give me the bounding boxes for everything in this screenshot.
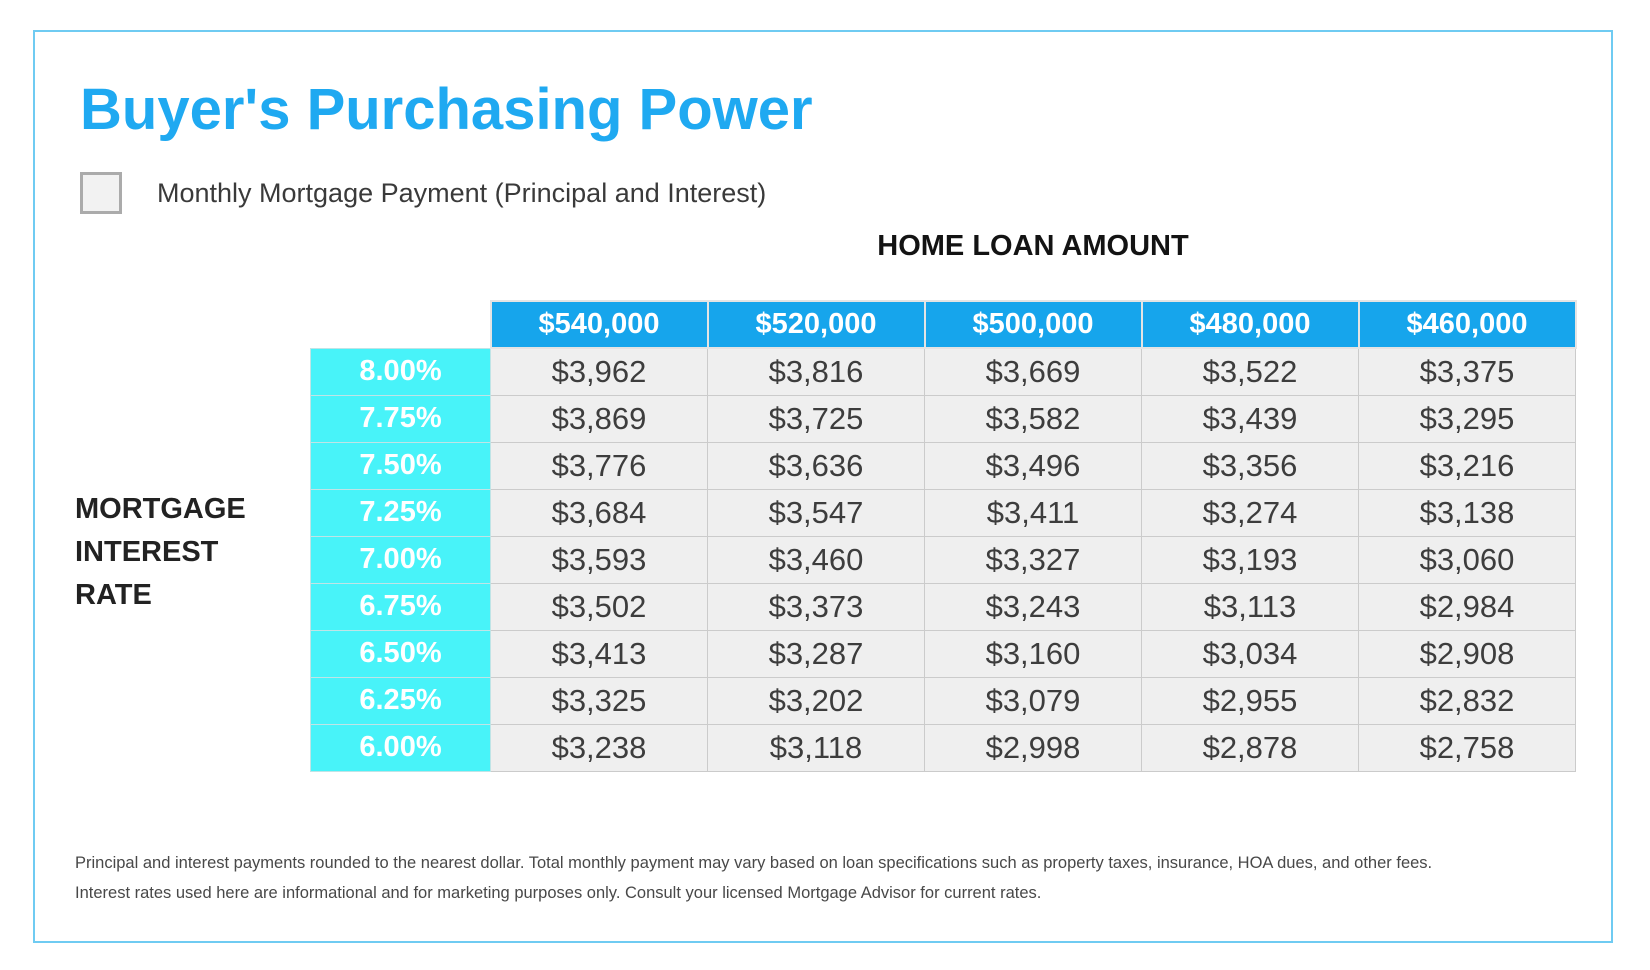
payment-cell: $3,413 [490,629,708,678]
payment-cell: $2,878 [1141,723,1359,772]
table-header-row: $540,000 $520,000 $500,000 $480,000 $460,000 [311,300,1577,349]
payment-cell: $3,375 [1358,347,1576,396]
page-title: Buyer's Purchasing Power [80,77,813,142]
payment-cell: $3,582 [924,394,1142,443]
payment-cell: $3,193 [1141,535,1359,584]
payment-cell: $3,816 [707,347,925,396]
table-row: 8.00% $3,962 $3,816 $3,669 $3,522 $3,375 [310,347,1576,396]
legend-label: Monthly Mortgage Payment (Principal and … [157,177,767,208]
rate-cell: 6.75% [310,582,491,631]
rate-cell: 6.50% [310,629,491,678]
rate-cell: 7.25% [310,488,491,537]
loan-amount-header: $480,000 [1140,300,1360,349]
rate-cell: 6.25% [310,676,491,725]
payment-cell: $3,113 [1141,582,1359,631]
payment-cell: $3,118 [707,723,925,772]
table-row: 6.25% $3,325 $3,202 $3,079 $2,955 $2,832 [310,676,1576,725]
payment-cell: $3,725 [707,394,925,443]
rate-cell: 7.75% [310,394,491,443]
payment-cell: $2,955 [1141,676,1359,725]
loan-amount-header: $540,000 [489,300,709,349]
payment-table: $540,000 $520,000 $500,000 $480,000 $460,000… [310,300,1577,772]
payment-cell: $3,373 [707,582,925,631]
payment-cell: $3,593 [490,535,708,584]
payment-cell: $3,356 [1141,441,1359,490]
payment-cell: $3,411 [924,488,1142,537]
legend-row: Monthly Mortgage Payment (Principal and … [80,172,766,214]
payment-cell: $3,243 [924,582,1142,631]
rate-cell: 7.50% [310,441,491,490]
payment-cell: $2,832 [1358,676,1576,725]
row-group-title-line: INTEREST [75,536,219,568]
payment-cell: $3,202 [707,676,925,725]
footnote-line-1: Principal and interest payments rounded … [75,854,1433,872]
payment-cell: $3,325 [490,676,708,725]
rate-cell: 6.00% [310,723,491,772]
payment-table-wrap: $540,000 $520,000 $500,000 $480,000 $460,000… [310,300,1577,772]
payment-cell: $3,034 [1141,629,1359,678]
footnote: Principal and interest payments rounded … [75,848,1432,908]
loan-amount-header: $500,000 [923,300,1143,349]
payment-cell: $3,869 [490,394,708,443]
payment-cell: $3,547 [707,488,925,537]
legend-checkbox-icon [80,172,122,214]
corner-cell [311,301,491,348]
payment-cell: $3,496 [924,441,1142,490]
payment-cell: $3,060 [1358,535,1576,584]
table-row: 7.25% $3,684 $3,547 $3,411 $3,274 $3,138 [310,488,1576,537]
payment-cell: $3,160 [924,629,1142,678]
table-row: 7.00% $3,593 $3,460 $3,327 $3,193 $3,060 [310,535,1576,584]
payment-cell: $2,908 [1358,629,1576,678]
row-group-title: MORTGAGE INTEREST RATE [75,488,246,617]
table-row: 7.75% $3,869 $3,725 $3,582 $3,439 $3,295 [310,394,1576,443]
payment-cell: $3,776 [490,441,708,490]
rate-cell: 8.00% [310,347,491,396]
table-row: 6.50% $3,413 $3,287 $3,160 $3,034 $2,908 [310,629,1576,678]
payment-cell: $3,684 [490,488,708,537]
payment-cell: $3,502 [490,582,708,631]
payment-cell: $3,522 [1141,347,1359,396]
loan-amount-header: $460,000 [1357,300,1577,349]
column-group-title: HOME LOAN AMOUNT [877,230,1189,262]
payment-cell: $2,984 [1358,582,1576,631]
row-group-title-line: MORTGAGE [75,493,246,525]
footnote-line-2: Interest rates used here are information… [75,884,1042,902]
payment-cell: $3,138 [1358,488,1576,537]
loan-amount-header: $520,000 [706,300,926,349]
rate-cell: 7.00% [310,535,491,584]
payment-cell: $3,274 [1141,488,1359,537]
payment-cell: $3,962 [490,347,708,396]
row-group-title-line: RATE [75,579,152,611]
payment-cell: $3,439 [1141,394,1359,443]
payment-cell: $2,998 [924,723,1142,772]
table-row: 6.75% $3,502 $3,373 $3,243 $3,113 $2,984 [310,582,1576,631]
payment-cell: $3,216 [1358,441,1576,490]
table-row: 6.00% $3,238 $3,118 $2,998 $2,878 $2,758 [310,723,1576,772]
payment-cell: $3,287 [707,629,925,678]
payment-cell: $3,460 [707,535,925,584]
payment-cell: $2,758 [1358,723,1576,772]
payment-cell: $3,238 [490,723,708,772]
table-row: 7.50% $3,776 $3,636 $3,496 $3,356 $3,216 [310,441,1576,490]
payment-cell: $3,295 [1358,394,1576,443]
payment-cell: $3,636 [707,441,925,490]
payment-cell: $3,327 [924,535,1142,584]
payment-cell: $3,669 [924,347,1142,396]
payment-cell: $3,079 [924,676,1142,725]
